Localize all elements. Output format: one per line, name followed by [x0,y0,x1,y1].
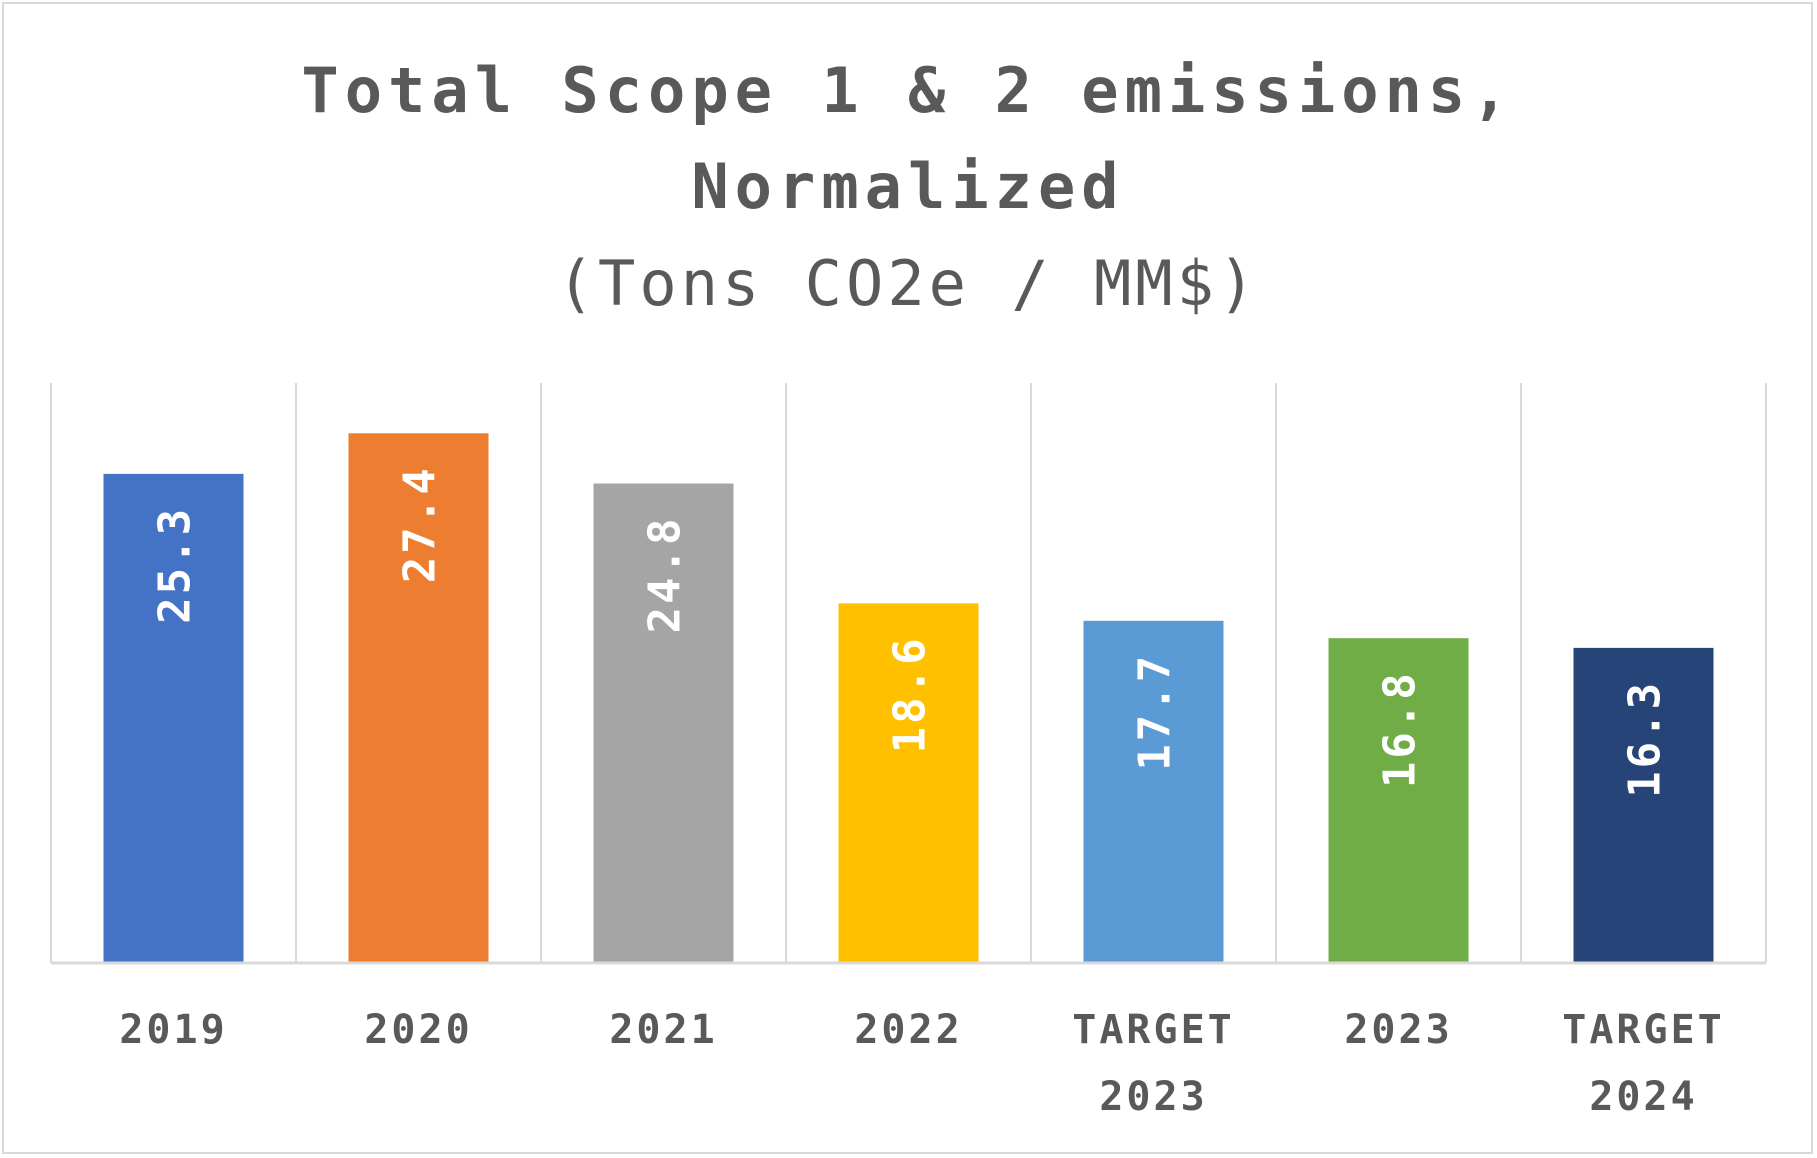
data-label: 16.3 [1620,680,1671,798]
chart-title: Total Scope 1 & 2 emissions, Normalized [301,54,1514,223]
bar [838,603,979,963]
bar [1328,638,1469,963]
bar [348,433,489,963]
data-label: 17.7 [1130,653,1181,771]
bar [1083,620,1224,963]
chart-title-line-1: Total Scope 1 & 2 emissions, [301,54,1514,127]
x-tick-label: 2023 [1344,1007,1452,1053]
data-label: 16.8 [1375,670,1426,788]
chart-subtitle: (Tons CO2e / MM$) [557,247,1260,320]
data-label: 25.3 [150,506,201,624]
x-tick-label: 2024 [1589,1074,1697,1120]
data-label: 24.8 [640,516,691,634]
x-tick-labels: 2019 2020 2021 2022 TARGET 2023 2023 TARGET 2024 [119,1007,1725,1120]
bar [1573,647,1714,963]
bar [103,473,244,963]
bars: 25.3 27.4 24.8 18.6 17.7 16.8 16.3 [103,433,1714,963]
data-label: 27.4 [395,465,446,583]
x-tick-label: 2021 [609,1007,717,1053]
data-label: 18.6 [885,635,936,753]
x-tick-label: 2022 [854,1007,962,1053]
x-tick-label: TARGET [1072,1007,1235,1053]
x-tick-label: 2020 [364,1007,472,1053]
x-tick-label: TARGET [1562,1007,1725,1053]
gridlines [50,383,1767,963]
chart-title-line-2: Normalized [691,150,1124,223]
x-tick-label: 2019 [119,1007,227,1053]
x-tick-label: 2023 [1099,1074,1207,1120]
bar [593,483,734,963]
